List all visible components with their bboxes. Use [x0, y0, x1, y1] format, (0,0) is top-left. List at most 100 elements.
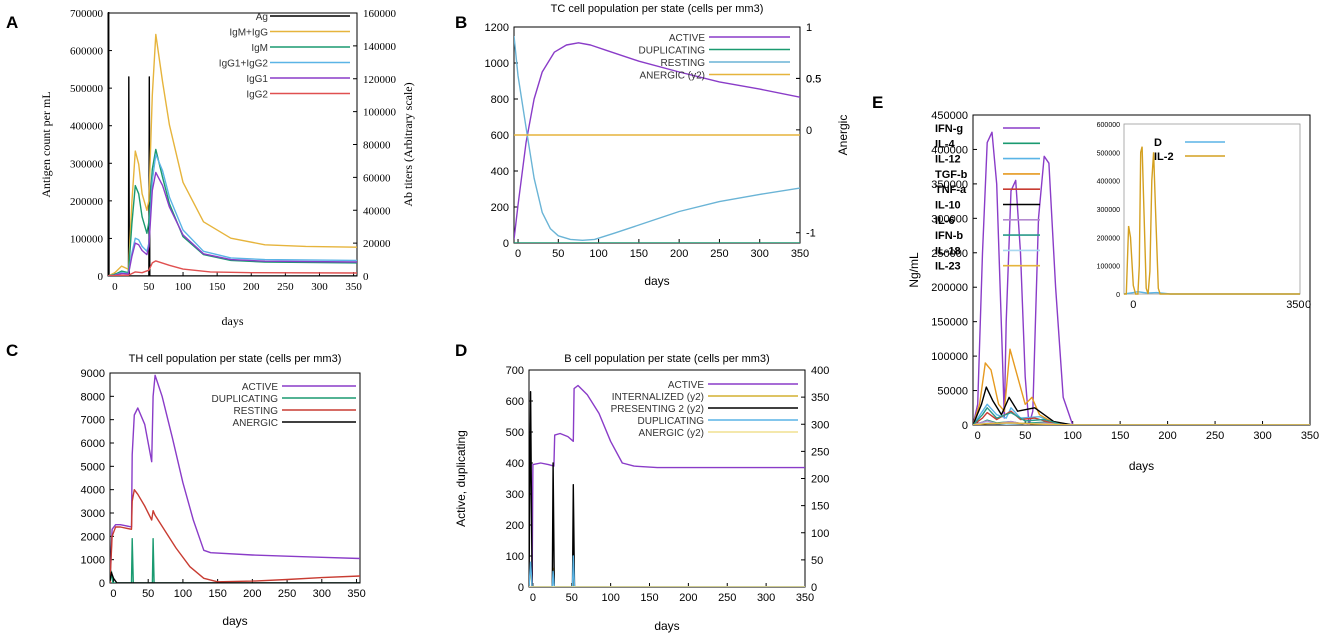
chart-title: B cell population per state (cells per m… — [564, 353, 769, 365]
inset-y-tick-label: 500000 — [1097, 150, 1120, 157]
legend-label: PRESENTING 2 (y2) — [611, 404, 704, 415]
y-tick-label: 500 — [506, 427, 524, 439]
x-tick-label: 300 — [757, 592, 775, 604]
legend-label: RESTING — [234, 406, 279, 417]
y2-tick-label: 100 — [811, 528, 829, 540]
legend-label: IgG1 — [246, 74, 268, 85]
x-tick-label: 0 — [530, 592, 536, 604]
y2-tick-label: 80000 — [363, 140, 391, 152]
y-tick-label: 400000 — [931, 144, 968, 156]
x-axis-label: days — [1129, 459, 1154, 473]
series-line-anergic — [110, 571, 360, 583]
series-line-il-23 — [973, 422, 1310, 425]
series-line-active — [110, 374, 360, 582]
y-tick-label: 700000 — [70, 8, 104, 20]
series-line-resting — [110, 489, 360, 583]
y-tick-label: 400 — [506, 458, 524, 470]
legend-label: IFN-b — [935, 230, 963, 242]
y-tick-label: 8000 — [81, 391, 105, 403]
legend-label: RESTING — [661, 58, 706, 69]
x-tick-label: 200 — [1158, 430, 1176, 442]
y-tick-label: 600 — [491, 130, 509, 142]
chart-title: TC cell population per state (cells per … — [551, 3, 764, 15]
panel-label-e: E — [872, 93, 883, 112]
x-tick-label: 100 — [1063, 430, 1081, 442]
legend-label: ACTIVE — [242, 382, 278, 393]
legend-label: IL-23 — [935, 261, 961, 273]
legend-label: DUPLICATING — [639, 46, 706, 57]
inset-legend-label: D — [1154, 137, 1162, 149]
y2-tick-label: 0.5 — [806, 73, 821, 85]
legend-label: ACTIVE — [669, 33, 705, 44]
y2-tick-label: 250 — [811, 446, 829, 458]
y2-tick-label: -1 — [806, 228, 816, 240]
legend-label: IL-12 — [935, 154, 961, 166]
legend-label: IL-4 — [935, 138, 955, 150]
x-tick-label: 100 — [175, 281, 192, 293]
series-line-ag — [108, 12, 357, 276]
x-axis-label: days — [222, 314, 244, 328]
y-tick-label: 300 — [506, 489, 524, 501]
series-line-igg2 — [108, 260, 357, 276]
y2-tick-label: 120000 — [363, 74, 397, 86]
y-tick-label: 0 — [99, 578, 105, 590]
legend-label: INTERNALIZED (y2) — [612, 392, 704, 403]
panel-d: D B cell population per state (cells per … — [454, 341, 829, 633]
y-tick-label: 1200 — [485, 22, 509, 34]
legend-label: IFN-g — [935, 123, 963, 135]
y-tick-label: 100 — [506, 551, 524, 563]
x-tick-label: 300 — [751, 248, 769, 260]
series-line-ifn-g — [973, 131, 1310, 425]
y2-tick-label: 100000 — [363, 107, 397, 119]
y2-tick-label: 1 — [806, 22, 812, 34]
x-tick-label: 350 — [796, 592, 814, 604]
y-tick-label: 300000 — [70, 158, 104, 170]
series-line-igm-igg — [108, 33, 357, 276]
legend-label: TGF-b — [935, 169, 968, 181]
y-tick-label: 250000 — [931, 248, 968, 260]
series-line-resting — [514, 35, 800, 241]
x-tick-label: 150 — [208, 588, 226, 600]
y2-axis-label: Ab titers (Arbitrary scale) — [401, 82, 415, 206]
y-tick-label: 400 — [491, 166, 509, 178]
legend-label: ANERGIC (y2) — [639, 71, 705, 82]
x-tick-label: 250 — [278, 588, 296, 600]
y-tick-label: 5000 — [81, 461, 105, 473]
y-tick-label: 0 — [518, 582, 524, 594]
x-tick-label: 100 — [174, 588, 192, 600]
inset-y-tick-label: 200000 — [1097, 235, 1120, 242]
y-axis-label: Ng/mL — [907, 252, 921, 288]
series-line-igm — [108, 148, 357, 276]
y-tick-label: 7000 — [81, 415, 105, 427]
x-tick-label: 250 — [710, 248, 728, 260]
inset-y-tick-label: 300000 — [1097, 207, 1120, 214]
y2-tick-label: 400 — [811, 365, 829, 377]
y-tick-label: 300000 — [931, 213, 968, 225]
y-tick-label: 100000 — [931, 351, 968, 363]
y2-tick-label: 20000 — [363, 238, 391, 250]
y-tick-label: 3000 — [81, 508, 105, 520]
x-axis-label: days — [644, 274, 669, 288]
x-tick-label: 300 — [311, 281, 328, 293]
inset-x-tick-label: 0 — [1130, 299, 1136, 311]
series-line-duplicating — [529, 555, 805, 587]
y-tick-label: 450000 — [931, 110, 968, 122]
inset-y-tick-label: 600000 — [1097, 122, 1120, 129]
x-tick-label: 0 — [110, 588, 116, 600]
legend-label: IgG2 — [246, 90, 268, 101]
x-tick-label: 50 — [1019, 430, 1031, 442]
inset-series-line-il-2 — [1124, 146, 1300, 295]
y2-tick-label: 160000 — [363, 8, 397, 20]
series-line-active — [514, 42, 800, 240]
x-tick-label: 150 — [1111, 430, 1129, 442]
series-line-duplicating — [110, 538, 360, 583]
y2-tick-label: 40000 — [363, 205, 391, 217]
panel-label-a: A — [6, 13, 18, 32]
y-axis-label: Active, duplicating — [454, 430, 468, 527]
y2-tick-label: 60000 — [363, 172, 391, 184]
x-tick-label: 250 — [718, 592, 736, 604]
panel-label-d: D — [455, 341, 467, 360]
x-tick-label: 0 — [112, 281, 118, 293]
